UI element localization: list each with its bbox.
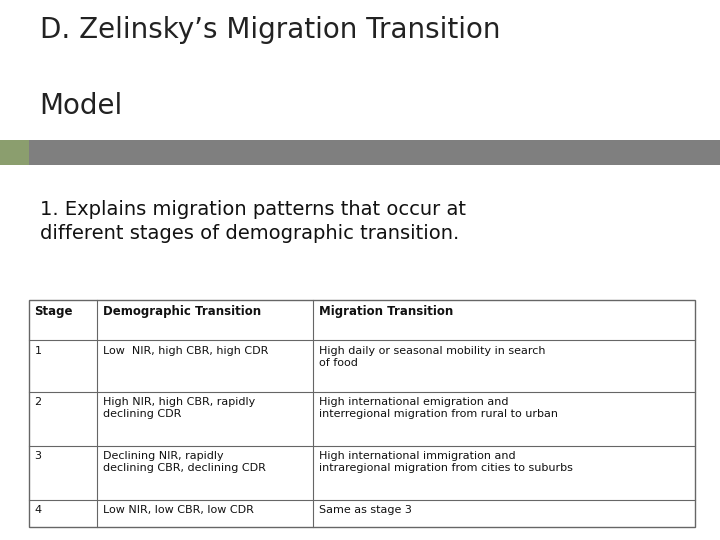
Text: Model: Model xyxy=(40,92,123,120)
FancyBboxPatch shape xyxy=(29,140,720,165)
Text: Low  NIR, high CBR, high CDR: Low NIR, high CBR, high CDR xyxy=(103,346,269,356)
Text: Same as stage 3: Same as stage 3 xyxy=(319,505,412,515)
Text: 1. Explains migration patterns that occur at
different stages of demographic tra: 1. Explains migration patterns that occu… xyxy=(40,200,466,243)
Text: 2: 2 xyxy=(35,397,42,407)
Text: Low NIR, low CBR, low CDR: Low NIR, low CBR, low CDR xyxy=(103,505,254,515)
Text: 1: 1 xyxy=(35,346,42,356)
Text: Migration Transition: Migration Transition xyxy=(319,305,453,318)
Text: 4: 4 xyxy=(35,505,42,515)
Text: Stage: Stage xyxy=(35,305,73,318)
Text: D. Zelinsky’s Migration Transition: D. Zelinsky’s Migration Transition xyxy=(40,16,500,44)
Text: Declining NIR, rapidly
declining CBR, declining CDR: Declining NIR, rapidly declining CBR, de… xyxy=(103,451,266,473)
Text: Demographic Transition: Demographic Transition xyxy=(103,305,261,318)
Text: High international emigration and
interregional migration from rural to urban: High international emigration and interr… xyxy=(319,397,558,419)
FancyBboxPatch shape xyxy=(0,140,29,165)
Text: High daily or seasonal mobility in search
of food: High daily or seasonal mobility in searc… xyxy=(319,346,546,368)
Text: 3: 3 xyxy=(35,451,42,461)
Text: High NIR, high CBR, rapidly
declining CDR: High NIR, high CBR, rapidly declining CD… xyxy=(103,397,255,419)
Text: High international immigration and
intraregional migration from cities to suburb: High international immigration and intra… xyxy=(319,451,573,473)
FancyBboxPatch shape xyxy=(29,300,695,526)
